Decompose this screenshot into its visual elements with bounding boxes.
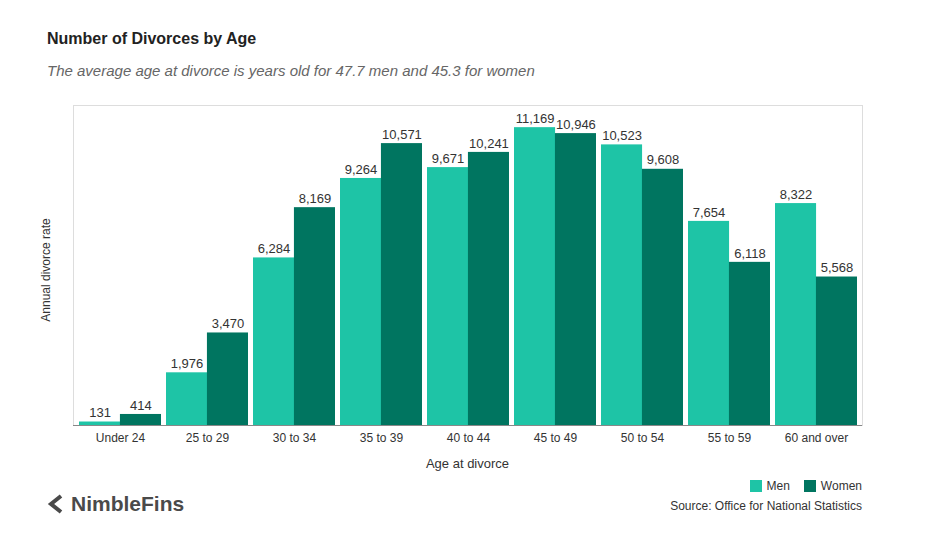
svg-text:50 to 54: 50 to 54 xyxy=(621,431,665,445)
svg-text:9,671: 9,671 xyxy=(432,151,465,166)
svg-text:Under 24: Under 24 xyxy=(96,431,146,445)
html-text:The average age at divorce is: The average age at divorce is years old … xyxy=(47,62,535,79)
svg-text:9,608: 9,608 xyxy=(647,152,680,167)
svg-text:7,654: 7,654 xyxy=(693,205,726,220)
svg-text:1,976: 1,976 xyxy=(171,356,204,371)
html-text:Age at divorce: Age at divorce xyxy=(425,456,510,471)
svg-text:414: 414 xyxy=(130,398,152,413)
html-text:Annual divorce rate: Annual divorce rate xyxy=(39,218,53,322)
svg-text:3,470: 3,470 xyxy=(212,316,245,331)
html-text:Source: Office for National St: Source: Office for National Statistics xyxy=(670,499,862,513)
svg-text:131: 131 xyxy=(89,405,111,420)
svg-text:10,523: 10,523 xyxy=(602,128,642,143)
svg-text:8,169: 8,169 xyxy=(299,191,332,206)
html-text:NimbleFins: NimbleFins xyxy=(71,492,185,515)
html-text:Women: Women xyxy=(820,479,862,493)
html-text:Men: Men xyxy=(766,479,790,493)
svg-text:6,284: 6,284 xyxy=(258,241,291,256)
svg-text:5,568: 5,568 xyxy=(821,260,854,275)
svg-text:35 to 39: 35 to 39 xyxy=(360,431,404,445)
html-text:Number of Divorces by Age: Number of Divorces by Age xyxy=(47,30,257,47)
svg-text:11,169: 11,169 xyxy=(516,111,555,126)
svg-text:10,946: 10,946 xyxy=(556,117,596,132)
svg-text:25 to 29: 25 to 29 xyxy=(186,431,230,445)
svg-text:9,264: 9,264 xyxy=(345,162,378,177)
svg-text:45 to 49: 45 to 49 xyxy=(534,431,578,445)
svg-text:40 to 44: 40 to 44 xyxy=(447,431,491,445)
svg-text:10,571: 10,571 xyxy=(382,127,422,142)
svg-text:6,118: 6,118 xyxy=(734,246,766,261)
svg-text:10,241: 10,241 xyxy=(469,136,509,151)
svg-text:55 to 59: 55 to 59 xyxy=(708,431,752,445)
svg-text:8,322: 8,322 xyxy=(780,187,813,202)
svg-text:60 and over: 60 and over xyxy=(785,431,848,445)
svg-text:30 to 34: 30 to 34 xyxy=(273,431,317,445)
